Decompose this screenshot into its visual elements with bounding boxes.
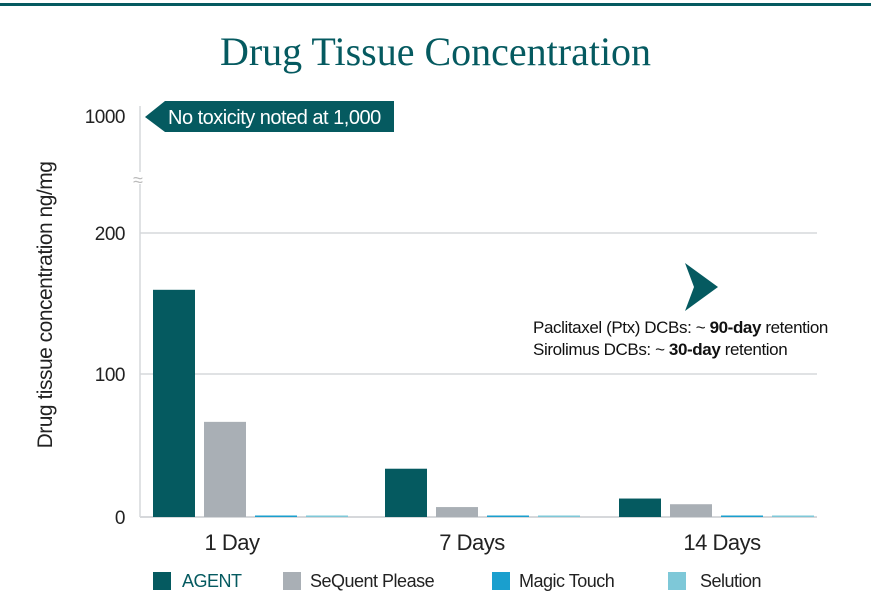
legend-label-sequent-please: SeQuent Please <box>310 571 435 591</box>
y-tick-0: 0 <box>115 508 125 529</box>
category-label-14-days: 14 Days <box>683 530 761 555</box>
legend-swatch-agent <box>153 572 171 590</box>
category-label-1-day: 1 Day <box>205 530 260 555</box>
axis-break-symbol: ≈ <box>133 170 143 190</box>
bar-selution-7-days <box>538 515 580 517</box>
bar-magic-touch-14-days <box>721 515 763 517</box>
legend-label-selution: Selution <box>700 571 761 591</box>
bar-magic-touch-7-days <box>487 515 529 517</box>
y-tick-100: 100 <box>95 365 125 386</box>
bar-agent-1-day <box>153 289 195 517</box>
legend: AGENT SeQuent Please Magic Touch Selutio… <box>153 571 762 591</box>
legend-swatch-magic-touch <box>492 572 510 590</box>
y-tick-1000: 1000 <box>85 107 125 128</box>
y-axis-label: Drug tissue concentration ng/mg <box>34 162 57 449</box>
bar-sequent-please-7-days <box>436 507 478 517</box>
legend-label-agent: AGENT <box>182 571 242 591</box>
bars <box>153 289 814 517</box>
bar-selution-1-day <box>306 515 348 517</box>
bar-sequent-please-1-day <box>204 421 246 517</box>
legend-label-magic-touch: Magic Touch <box>519 571 614 591</box>
legend-swatch-selution <box>668 572 686 590</box>
category-label-7-days: 7 Days <box>439 530 505 555</box>
toxicity-callout: No toxicity noted at 1,000 <box>145 101 394 132</box>
chart-title: Drug Tissue Concentration <box>219 29 652 74</box>
bar-agent-14-days <box>619 498 661 517</box>
top-accent-bar <box>0 3 871 6</box>
y-tick-200: 200 <box>95 224 125 245</box>
bar-sequent-please-14-days <box>670 504 712 517</box>
callout-text: No toxicity noted at 1,000 <box>168 107 381 129</box>
chevron-right-icon <box>685 263 718 311</box>
bar-selution-14-days <box>772 515 814 517</box>
retention-note-sirolimus: Sirolimus DCBs: ~ 30-day retention <box>533 340 787 359</box>
bar-magic-touch-1-day <box>255 515 297 517</box>
bar-agent-7-days <box>385 468 427 517</box>
retention-note-paclitaxel: Paclitaxel (Ptx) DCBs: ~ 90-day retentio… <box>533 318 828 337</box>
legend-swatch-sequent-please <box>283 572 301 590</box>
